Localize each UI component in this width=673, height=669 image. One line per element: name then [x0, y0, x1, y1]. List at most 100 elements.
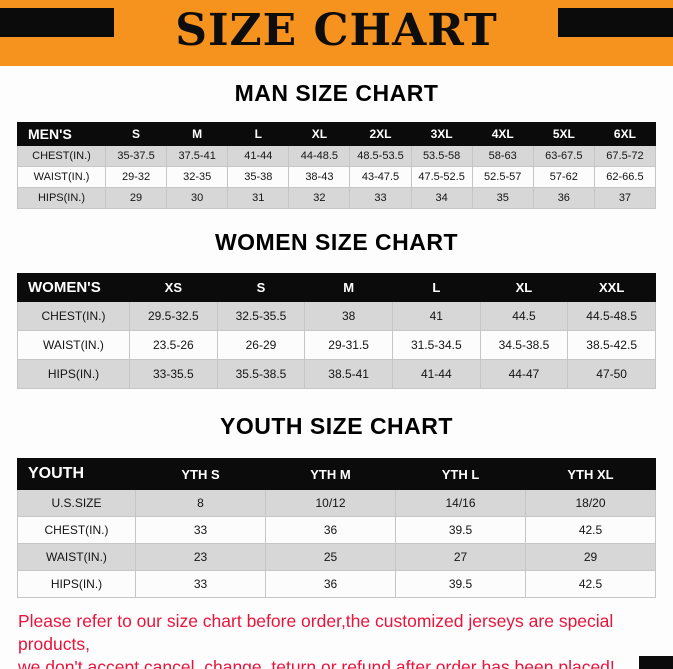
table-header-row: MEN'S S M L XL 2XL 3XL 4XL 5XL 6XL — [17, 122, 657, 146]
size-value-cell: 23.5-26 — [129, 330, 218, 360]
size-value-cell: 57-62 — [532, 166, 595, 188]
table-row: HIPS(IN.) 33-35.5 35.5-38.5 38.5-41 41-44 44-… — [17, 359, 656, 389]
size-value-cell: 39.5 — [395, 516, 526, 544]
size-value-cell: 48.5-53.5 — [349, 145, 412, 167]
size-value-cell: 33 — [349, 187, 412, 209]
size-value-cell: 29 — [525, 543, 656, 571]
banner-right-block — [558, 8, 673, 37]
size-column-header: 2XL — [349, 122, 412, 146]
size-column-header: XXL — [567, 273, 656, 302]
size-value-cell: 62-66.5 — [593, 166, 657, 188]
size-column-header: 3XL — [410, 122, 473, 146]
banner: SIZE CHART — [0, 0, 673, 66]
section-women: WOMEN SIZE CHART WOMEN'S XS S M L XL XXL CHEST… — [0, 229, 673, 389]
size-value-cell: 47-50 — [567, 359, 656, 389]
banner-left-block — [0, 8, 114, 37]
size-value-cell: 44-47 — [479, 359, 569, 389]
size-value-cell: 34.5-38.5 — [479, 330, 569, 360]
size-value-cell: 42.5 — [525, 516, 656, 544]
row-label: CHEST(IN.) — [17, 301, 130, 331]
section-heading-youth: YOUTH SIZE CHART — [220, 413, 453, 439]
size-value-cell: 25 — [265, 543, 396, 571]
table-row: CHEST(IN.) 35-37.5 37.5-41 41-44 44-48.5 48.5… — [17, 145, 657, 167]
row-label: HIPS(IN.) — [17, 359, 130, 389]
size-value-cell: 41-44 — [391, 359, 481, 389]
table-row: CHEST(IN.) 29.5-32.5 32.5-35.5 38 41 44.5 44.5… — [17, 301, 656, 331]
row-label: HIPS(IN.) — [17, 570, 136, 598]
size-value-cell: 26-29 — [216, 330, 306, 360]
size-value-cell: 33 — [135, 570, 266, 598]
size-chart-sections: MAN SIZE CHART MEN'S S M L XL 2XL 3XL 4XL 5XL 6XL… — [0, 80, 673, 598]
footer-note-line1: Please refer to our size chart before or… — [18, 611, 614, 654]
size-column-header: YTH XL — [525, 458, 656, 490]
size-column-header: XS — [129, 273, 218, 302]
size-column-header: L — [227, 122, 290, 146]
size-value-cell: 42.5 — [525, 570, 656, 598]
size-value-cell: 29 — [104, 187, 168, 209]
size-value-cell: 37 — [593, 187, 657, 209]
row-label: CHEST(IN.) — [17, 145, 106, 167]
size-value-cell: 47.5-52.5 — [410, 166, 473, 188]
size-column-header: 5XL — [532, 122, 595, 146]
size-value-cell: 63-67.5 — [532, 145, 595, 167]
table-corner-label: WOMEN'S — [17, 273, 130, 302]
size-column-header: L — [391, 273, 481, 302]
size-value-cell: 29-32 — [104, 166, 168, 188]
size-column-header: 6XL — [593, 122, 657, 146]
size-value-cell: 36 — [265, 570, 396, 598]
size-value-cell: 18/20 — [525, 489, 656, 517]
size-column-header: M — [304, 273, 393, 302]
size-value-cell: 10/12 — [265, 489, 396, 517]
row-label: WAIST(IN.) — [17, 543, 136, 571]
size-value-cell: 36 — [265, 516, 396, 544]
size-value-cell: 44.5-48.5 — [567, 301, 656, 331]
size-value-cell: 67.5-72 — [593, 145, 657, 167]
women-size-table: WOMEN'S XS S M L XL XXL CHEST(IN.) 29.5-32.5 32.… — [17, 273, 656, 389]
size-column-header: S — [104, 122, 168, 146]
table-row: HIPS(IN.) 29 30 31 32 33 34 35 36 37 — [17, 187, 657, 209]
size-value-cell: 30 — [166, 187, 229, 209]
size-column-header: S — [216, 273, 306, 302]
size-value-cell: 52.5-57 — [471, 166, 534, 188]
size-value-cell: 44.5 — [479, 301, 569, 331]
size-value-cell: 35-37.5 — [104, 145, 168, 167]
size-column-header: XL — [479, 273, 569, 302]
size-value-cell: 27 — [395, 543, 526, 571]
size-value-cell: 32 — [288, 187, 351, 209]
row-label: U.S.SIZE — [17, 489, 136, 517]
size-value-cell: 39.5 — [395, 570, 526, 598]
size-value-cell: 33-35.5 — [129, 359, 218, 389]
footer-note: Please refer to our size chart before or… — [18, 610, 655, 669]
size-column-header: XL — [288, 122, 351, 146]
size-value-cell: 44-48.5 — [288, 145, 351, 167]
youth-size-table: YOUTH YTH S YTH M YTH L YTH XL U.S.SIZE 8 10/1… — [17, 458, 656, 598]
table-corner-label: YOUTH — [17, 458, 136, 490]
size-value-cell: 31 — [227, 187, 290, 209]
size-column-header: M — [166, 122, 229, 146]
size-value-cell: 58-63 — [471, 145, 534, 167]
section-man: MAN SIZE CHART MEN'S S M L XL 2XL 3XL 4XL 5XL 6XL… — [0, 80, 673, 209]
men-size-table: MEN'S S M L XL 2XL 3XL 4XL 5XL 6XL CHEST(IN.) 35-3… — [17, 122, 657, 209]
section-youth: YOUTH SIZE CHART YOUTH YTH S YTH M YTH L YTH… — [0, 413, 673, 598]
size-value-cell: 29-31.5 — [304, 330, 393, 360]
size-value-cell: 14/16 — [395, 489, 526, 517]
size-column-header: YTH L — [395, 458, 526, 490]
row-label: CHEST(IN.) — [17, 516, 136, 544]
table-row: WAIST(IN.) 23 25 27 29 — [17, 543, 656, 571]
size-value-cell: 34 — [410, 187, 473, 209]
size-value-cell: 35 — [471, 187, 534, 209]
size-value-cell: 38-43 — [288, 166, 351, 188]
table-row: CHEST(IN.) 33 36 39.5 42.5 — [17, 516, 656, 544]
size-column-header: YTH S — [135, 458, 266, 490]
size-column-header: 4XL — [471, 122, 534, 146]
section-heading-women: WOMEN SIZE CHART — [214, 229, 459, 255]
size-column-header: YTH M — [265, 458, 396, 490]
size-value-cell: 53.5-58 — [410, 145, 473, 167]
row-label: WAIST(IN.) — [17, 330, 130, 360]
size-value-cell: 29.5-32.5 — [129, 301, 218, 331]
size-value-cell: 36 — [532, 187, 595, 209]
table-row: WAIST(IN.) 23.5-26 26-29 29-31.5 31.5-34.5 34… — [17, 330, 656, 360]
size-value-cell: 41-44 — [227, 145, 290, 167]
size-value-cell: 33 — [135, 516, 266, 544]
